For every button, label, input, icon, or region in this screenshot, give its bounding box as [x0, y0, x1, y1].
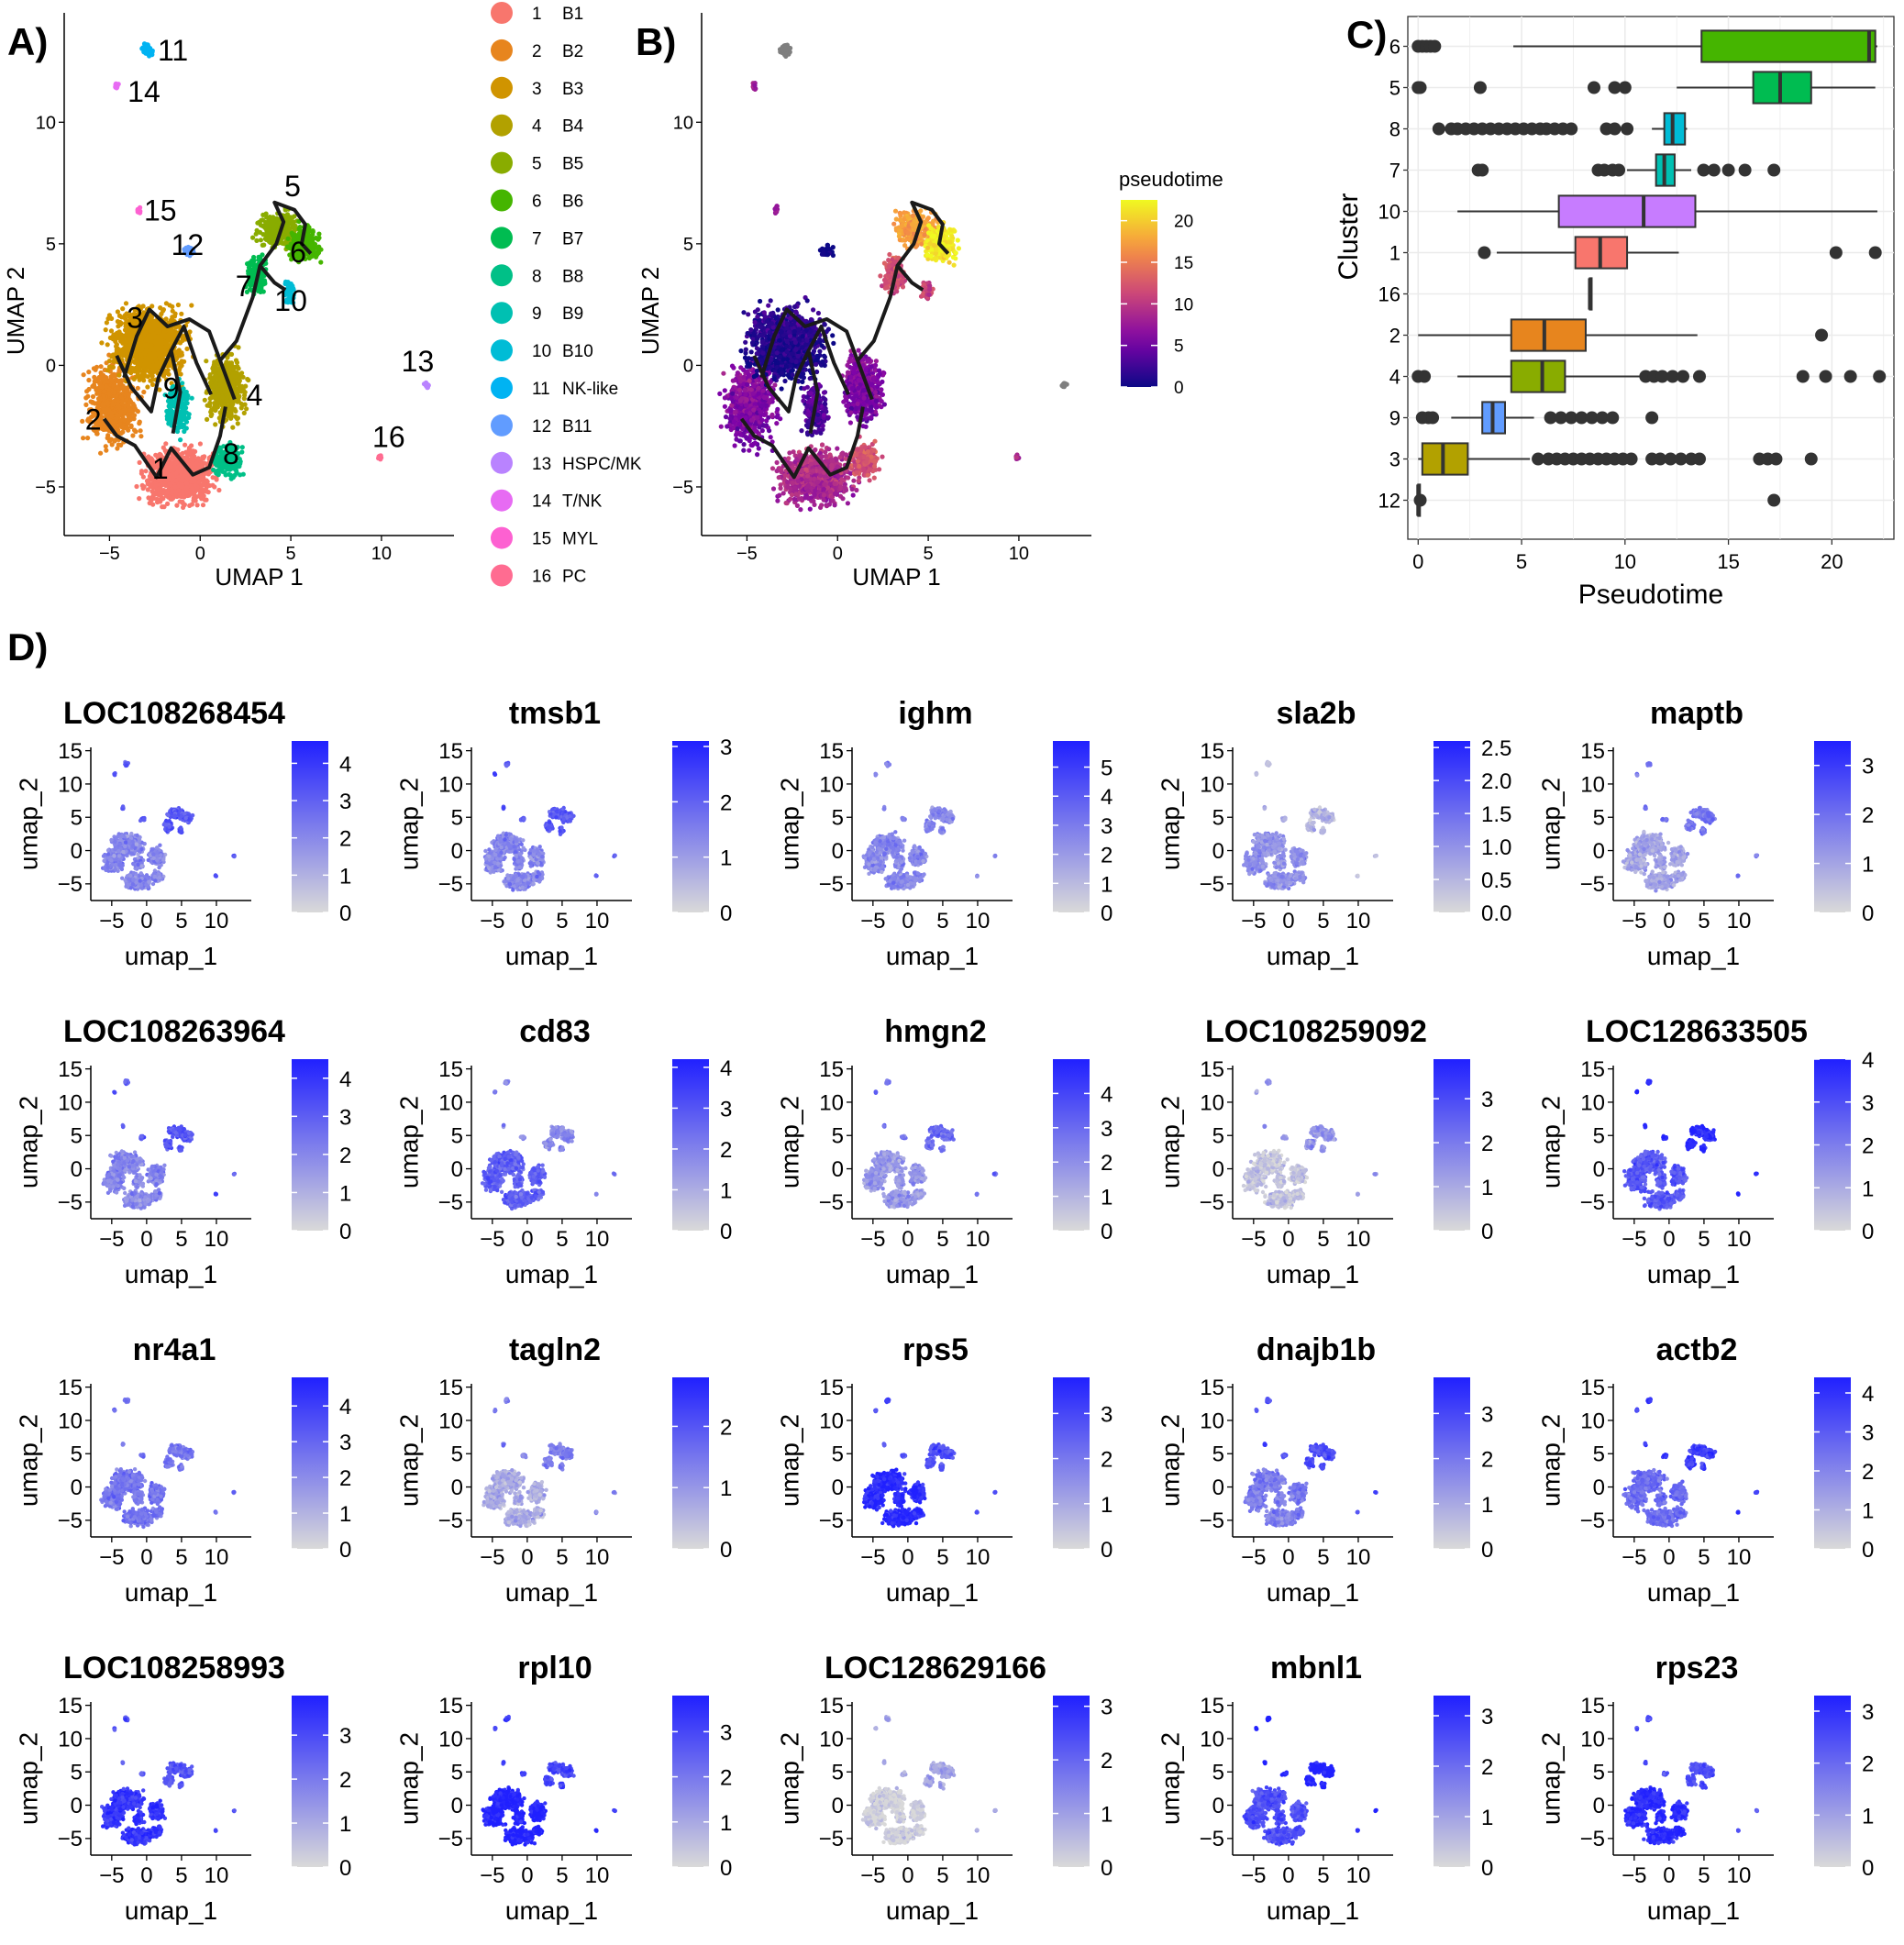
cluster-1-point	[201, 456, 205, 460]
cluster-1-point	[152, 485, 157, 490]
cluster-1-point	[203, 482, 207, 487]
cluster-1-point	[137, 496, 141, 501]
cluster-1-point	[185, 454, 190, 459]
cluster-1-point	[134, 484, 138, 489]
cluster-1-point	[171, 496, 175, 501]
cluster-2-point	[85, 436, 90, 440]
cluster-1-point	[169, 456, 173, 460]
cluster-1-point	[216, 488, 221, 492]
cluster-1-point	[174, 471, 179, 476]
cluster-1-point	[183, 443, 187, 448]
cluster-1-point	[150, 503, 155, 507]
cluster-1-point	[190, 488, 194, 492]
cluster-1-point	[173, 485, 178, 490]
cluster-1-point	[204, 471, 208, 476]
cluster-1-point	[179, 484, 183, 489]
cluster-1-point	[177, 489, 182, 493]
cluster-1-point	[215, 477, 219, 481]
cluster-1-point	[185, 476, 190, 481]
cluster-1-point	[174, 503, 179, 508]
cluster-1-point	[196, 456, 201, 460]
cluster-1-point	[194, 461, 199, 466]
cluster-1-point	[195, 503, 200, 507]
cluster-1-point	[158, 499, 162, 503]
figure-canvas: A) 11141512567 1039 421 81316−5 0 5 10−50510UMA…	[0, 0, 1904, 1945]
cluster-1-point	[184, 481, 189, 486]
cluster-1-point	[198, 441, 203, 446]
cluster-1-point	[201, 503, 205, 507]
cluster-1-point	[145, 479, 149, 483]
cluster-1-point	[187, 446, 192, 450]
cluster-1-point	[142, 484, 147, 489]
cluster-1-point	[143, 469, 148, 473]
cluster-1-point	[139, 469, 144, 473]
cluster-1-point	[192, 496, 196, 501]
cluster-1-point	[174, 479, 179, 483]
cluster-1-point	[149, 498, 153, 503]
cluster-1-point	[165, 502, 170, 506]
cluster-1-point	[191, 477, 195, 481]
cluster-1-point	[193, 482, 197, 487]
cluster-1-point	[166, 495, 171, 500]
cluster-1-point	[160, 504, 164, 509]
cluster-1-point	[207, 483, 212, 488]
cluster-1-point	[178, 466, 183, 470]
cluster-2-point	[138, 428, 143, 433]
cluster-1-point	[162, 491, 167, 495]
cluster-1-point	[146, 487, 150, 492]
cluster-1-point	[153, 492, 158, 496]
cluster-1-point	[199, 476, 204, 481]
cluster-1-point	[138, 460, 142, 465]
cluster-1-point	[184, 486, 189, 491]
cluster-1-point	[212, 484, 216, 489]
panel-a-label: A)	[7, 20, 48, 63]
cluster-2-point	[81, 436, 85, 440]
cluster-1-point	[206, 490, 211, 494]
cluster-1-point	[202, 461, 206, 466]
cluster-1-point	[181, 501, 185, 505]
cluster-1-point	[190, 456, 194, 460]
cluster-1-point	[190, 502, 194, 506]
cluster-1-point	[201, 494, 205, 499]
cluster-2-point	[104, 444, 108, 448]
